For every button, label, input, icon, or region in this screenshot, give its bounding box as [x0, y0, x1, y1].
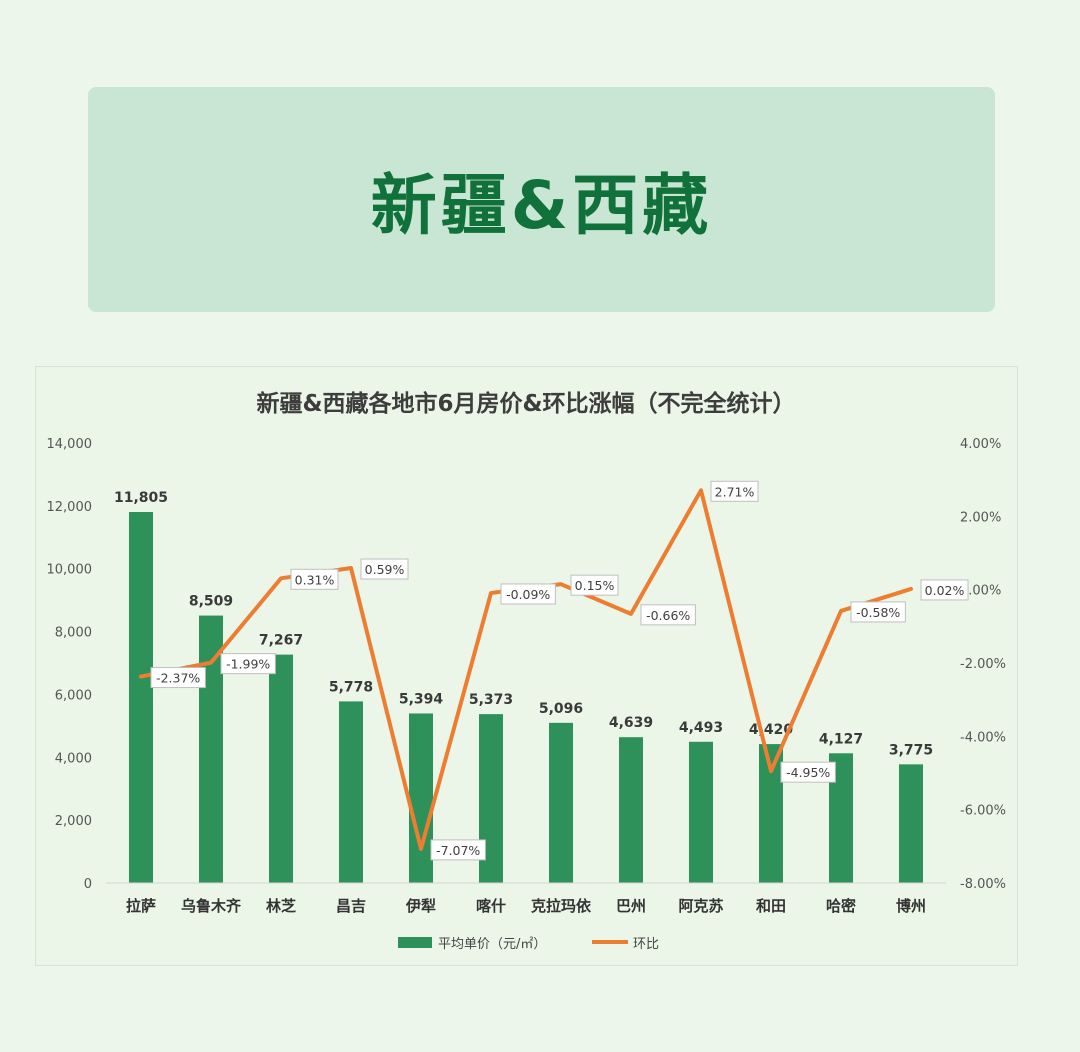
bar-value-label: 11,805 [114, 490, 168, 506]
bar [269, 654, 293, 883]
line-value-label: 2.71% [715, 484, 755, 499]
x-tick-label: 博州 [896, 897, 926, 915]
line-value-label: 0.31% [295, 572, 335, 587]
line-value-label: 0.02% [925, 583, 965, 598]
y-right-tick-label: -8.00% [960, 877, 1006, 892]
bar [899, 764, 923, 883]
bar-value-label: 3,775 [889, 742, 933, 758]
bar [689, 741, 713, 883]
line-value-label-box [500, 583, 556, 605]
y-left-tick-label: 14,000 [47, 437, 93, 452]
line-value-label: -0.09% [506, 587, 550, 602]
x-tick-label: 克拉玛依 [531, 897, 592, 915]
line-value-label: -0.66% [646, 608, 690, 623]
y-left-tick-label: 12,000 [47, 500, 93, 515]
line-value-label: 0.59% [365, 562, 405, 577]
line-value-label-box [640, 604, 696, 626]
line-value-label: -7.07% [436, 843, 480, 858]
x-tick-label: 巴州 [616, 897, 646, 915]
y-left-tick-label: 0 [84, 877, 92, 892]
line-value-label: -1.99% [226, 657, 270, 672]
legend-swatch-bar [398, 937, 432, 948]
line-value-label: -2.37% [156, 671, 200, 686]
x-tick-label: 和田 [756, 897, 786, 915]
y-left-tick-label: 10,000 [47, 563, 93, 578]
line-value-label-box [570, 574, 619, 596]
x-tick-label: 阿克苏 [678, 897, 723, 915]
y-right-tick-label: 0.00% [960, 584, 1001, 599]
bar [129, 511, 153, 883]
bar [409, 713, 433, 883]
y-right-tick-label: 2.00% [960, 510, 1001, 525]
y-left-tick-label: 4,000 [55, 751, 92, 766]
line-value-label-box [710, 480, 759, 502]
line-value-label: -4.95% [786, 765, 830, 780]
bar-value-label: 4,127 [819, 731, 863, 747]
line-value-label-box [150, 667, 206, 689]
line-value-label-box [920, 579, 969, 601]
bar-value-label: 5,096 [539, 701, 583, 717]
banner-title: 新疆&西藏 [370, 166, 713, 244]
y-left-tick-label: 6,000 [55, 688, 92, 703]
chart-panel: 新疆&西藏各地市6月房价&环比涨幅（不完全统计） 0 2,000 4,000 6,000… [35, 366, 1018, 966]
bar-value-label: 4,639 [609, 715, 653, 731]
bar [619, 737, 643, 883]
chart-title: 新疆&西藏各地市6月房价&环比涨幅（不完全统计） [256, 390, 795, 417]
bar-value-label: 8,509 [189, 594, 233, 610]
x-tick-label: 哈密 [826, 897, 856, 915]
line-value-label-box [290, 568, 339, 590]
line-value-label-box [220, 653, 276, 675]
bar-value-label: 5,778 [329, 679, 373, 695]
x-tick-label: 拉萨 [126, 897, 156, 915]
bar [549, 722, 573, 883]
bar [339, 701, 363, 883]
y-right-tick-label: -6.00% [960, 804, 1006, 819]
title-banner: 新疆&西藏 [88, 87, 995, 312]
legend-label-line: 环比 [633, 937, 659, 952]
combo-chart: 新疆&西藏各地市6月房价&环比涨幅（不完全统计） 0 2,000 4,000 6,000… [47, 390, 1007, 952]
line-value-label-box [430, 839, 486, 861]
line-value-label-box [360, 558, 409, 580]
x-tick-label: 喀什 [476, 897, 506, 915]
line-value-label: -0.58% [856, 605, 900, 620]
y-right-tick-label: 4.00% [960, 437, 1001, 452]
legend-label-bar: 平均单价（元/㎡） [438, 937, 546, 952]
x-tick-label: 昌吉 [336, 897, 366, 915]
bar-value-label: 5,373 [469, 692, 513, 708]
y-left-tick-label: 2,000 [55, 814, 92, 829]
y-right-tick-label: -2.00% [960, 657, 1006, 672]
bar-value-label: 4,493 [679, 720, 723, 736]
bar-value-label: 5,394 [399, 691, 444, 707]
line-value-label: 0.15% [575, 578, 615, 593]
line-value-label-box [780, 761, 836, 783]
y-right-tick-label: -4.00% [960, 730, 1006, 745]
x-tick-label: 伊犁 [405, 897, 436, 915]
bar-value-label: 7,267 [259, 633, 303, 649]
x-tick-label: 乌鲁木齐 [181, 897, 242, 915]
bar [199, 615, 223, 883]
line-value-label-box [850, 601, 906, 623]
y-left-tick-label: 8,000 [55, 626, 92, 641]
x-tick-label: 林芝 [266, 897, 296, 915]
